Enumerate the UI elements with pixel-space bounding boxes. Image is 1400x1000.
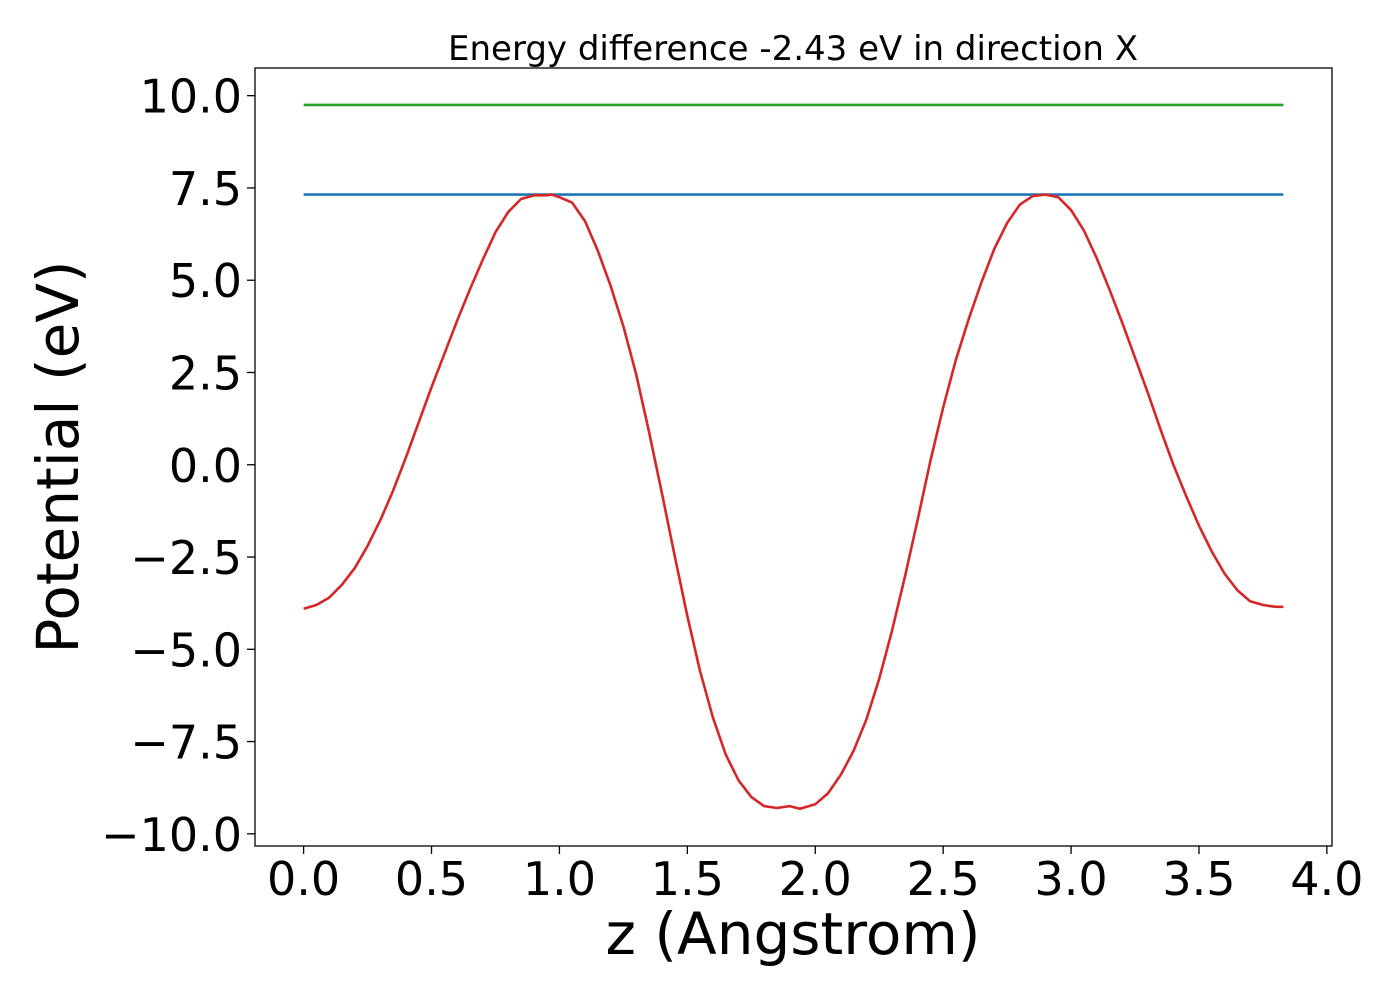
x-tick-label: 1.5 bbox=[651, 852, 724, 906]
y-tick-label: 2.5 bbox=[169, 346, 242, 400]
series-line-potential bbox=[303, 193, 1284, 811]
x-tick-label: 2.0 bbox=[779, 852, 852, 906]
y-tick-label: −5.0 bbox=[130, 623, 242, 677]
x-axis-label: z (Angstrom) bbox=[606, 900, 981, 968]
y-tick-label: −7.5 bbox=[130, 716, 242, 770]
series-layer bbox=[303, 103, 1284, 811]
x-tick-label: 1.0 bbox=[523, 852, 596, 906]
y-axis-ticks: −10.0 −7.5 −5.0 −2.5 0.0 2.5 5.0 7.5 10.0 bbox=[101, 70, 255, 862]
x-tick-label: 4.0 bbox=[1290, 852, 1363, 906]
y-tick-label: 10.0 bbox=[140, 70, 242, 124]
x-axis-ticks: 0.0 0.5 1.0 1.5 2.0 2.5 3.0 3.5 4.0 bbox=[267, 846, 1363, 906]
y-tick-label: 0.0 bbox=[169, 439, 242, 493]
x-tick-label: 0.5 bbox=[395, 852, 468, 906]
y-tick-label: −2.5 bbox=[130, 531, 242, 585]
y-tick-label: 5.0 bbox=[169, 254, 242, 308]
plot-area-frame bbox=[254, 67, 1333, 847]
y-tick-label: −10.0 bbox=[101, 808, 242, 862]
x-tick-label: 3.0 bbox=[1034, 852, 1107, 906]
x-tick-label: 0.0 bbox=[267, 852, 340, 906]
y-axis-label: Potential (eV) bbox=[24, 260, 92, 653]
x-tick-label: 2.5 bbox=[907, 852, 980, 906]
x-tick-label: 3.5 bbox=[1162, 852, 1235, 906]
y-tick-label: 7.5 bbox=[169, 162, 242, 216]
chart-title: Energy difference -2.43 eV in direction … bbox=[448, 29, 1138, 69]
